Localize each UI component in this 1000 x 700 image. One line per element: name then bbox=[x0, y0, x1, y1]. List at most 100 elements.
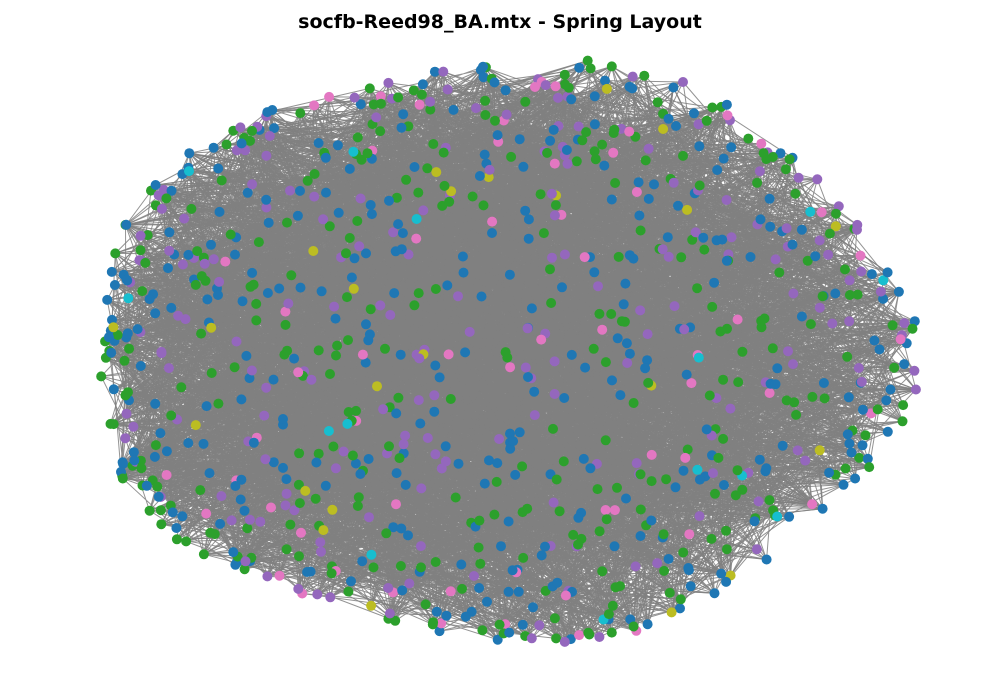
graph-node bbox=[313, 345, 324, 356]
graph-node bbox=[764, 388, 775, 398]
graph-node bbox=[202, 294, 213, 305]
graph-node bbox=[121, 219, 132, 230]
graph-node bbox=[568, 529, 579, 540]
graph-node bbox=[589, 91, 600, 102]
graph-node bbox=[658, 529, 669, 540]
graph-node bbox=[416, 483, 427, 494]
graph-node bbox=[311, 457, 322, 468]
graph-node bbox=[280, 306, 291, 317]
graph-node bbox=[737, 484, 748, 495]
graph-node bbox=[709, 277, 720, 288]
graph-node bbox=[780, 164, 791, 175]
graph-node bbox=[535, 189, 546, 200]
graph-node bbox=[725, 403, 736, 414]
graph-node bbox=[430, 284, 441, 294]
graph-node bbox=[479, 149, 490, 160]
graph-node bbox=[578, 453, 589, 464]
graph-node bbox=[726, 232, 737, 243]
graph-node bbox=[108, 384, 119, 395]
graph-node bbox=[285, 519, 296, 530]
graph-node bbox=[324, 91, 335, 102]
graph-node bbox=[770, 379, 781, 390]
graph-node bbox=[316, 286, 327, 297]
graph-node bbox=[831, 208, 841, 219]
graph-node bbox=[816, 207, 827, 218]
graph-node bbox=[590, 154, 601, 165]
graph-node bbox=[652, 97, 663, 108]
graph-node bbox=[772, 363, 783, 374]
graph-node bbox=[357, 349, 368, 360]
graph-node bbox=[296, 527, 306, 538]
graph-node bbox=[661, 474, 672, 485]
graph-node bbox=[352, 132, 363, 143]
graph-node bbox=[375, 91, 386, 102]
graph-node bbox=[597, 566, 608, 577]
graph-node bbox=[292, 210, 303, 221]
graph-node bbox=[342, 292, 352, 303]
graph-node bbox=[518, 161, 529, 172]
graph-node bbox=[476, 291, 487, 302]
graph-node bbox=[355, 99, 366, 110]
graph-node bbox=[853, 363, 864, 373]
graph-node bbox=[639, 70, 650, 81]
graph-node bbox=[221, 139, 232, 150]
graph-node bbox=[428, 617, 439, 628]
graph-node bbox=[124, 343, 135, 354]
graph-node bbox=[547, 252, 557, 263]
graph-node bbox=[429, 66, 440, 77]
graph-node bbox=[409, 162, 420, 172]
graph-node bbox=[251, 298, 262, 309]
graph-node bbox=[375, 126, 386, 137]
graph-node bbox=[293, 479, 304, 490]
graph-node bbox=[259, 410, 270, 421]
graph-node bbox=[332, 140, 343, 151]
graph-node bbox=[166, 410, 177, 421]
graph-node bbox=[774, 267, 785, 278]
graph-node bbox=[163, 363, 174, 374]
graph-node bbox=[708, 468, 718, 479]
graph-node bbox=[492, 130, 503, 141]
graph-node bbox=[668, 82, 679, 93]
graph-node bbox=[107, 314, 117, 325]
graph-node bbox=[352, 501, 363, 511]
graph-node bbox=[706, 533, 717, 544]
graph-node bbox=[442, 84, 453, 95]
graph-node bbox=[561, 145, 572, 155]
graph-node bbox=[624, 348, 635, 359]
graph-node bbox=[390, 615, 401, 626]
graph-node bbox=[549, 158, 560, 169]
graph-node bbox=[356, 154, 367, 165]
graph-node bbox=[253, 237, 264, 248]
graph-node bbox=[397, 228, 408, 239]
graph-node bbox=[365, 304, 376, 315]
graph-node bbox=[150, 440, 161, 451]
graph-node bbox=[152, 481, 163, 492]
graph-node bbox=[761, 463, 772, 474]
graph-node bbox=[490, 115, 500, 126]
graph-node bbox=[346, 272, 357, 283]
graph-node bbox=[150, 398, 161, 409]
graph-node bbox=[796, 311, 807, 322]
graph-node bbox=[701, 424, 712, 435]
graph-node bbox=[606, 309, 617, 319]
graph-node bbox=[266, 502, 276, 513]
graph-node bbox=[425, 104, 436, 115]
graph-node bbox=[529, 410, 540, 421]
graph-node bbox=[767, 343, 778, 354]
graph-node bbox=[662, 232, 673, 243]
graph-node bbox=[240, 556, 251, 567]
graph-node bbox=[371, 112, 382, 123]
graph-node bbox=[349, 253, 360, 264]
graph-node bbox=[721, 525, 731, 536]
graph-node bbox=[563, 82, 574, 93]
graph-node bbox=[108, 322, 119, 333]
graph-node bbox=[310, 493, 321, 504]
graph-node bbox=[161, 470, 172, 480]
graph-node bbox=[844, 316, 855, 327]
graph-node bbox=[634, 210, 645, 221]
graph-node bbox=[683, 565, 694, 576]
graph-node bbox=[422, 433, 433, 443]
graph-node bbox=[721, 544, 732, 555]
graph-node bbox=[546, 298, 557, 308]
